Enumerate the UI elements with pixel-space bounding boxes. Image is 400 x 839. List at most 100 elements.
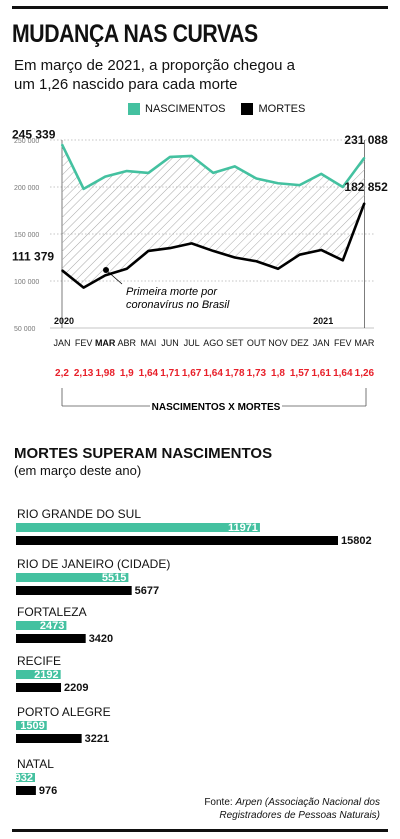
deaths-value-label: 976 <box>39 785 57 797</box>
births-bar <box>16 523 260 532</box>
page-title: MUDANÇA NAS CURVAS <box>12 20 258 48</box>
deaths-point <box>234 256 236 259</box>
annotation-text-line2: coronavírus no Brasil <box>126 299 230 311</box>
bar-chart: RIO GRANDE DO SUL 11971 15802 RIO DE JANEIR… <box>15 507 372 797</box>
births-bar <box>16 670 61 679</box>
deaths-point <box>255 260 258 263</box>
ratio-value: 1,8 <box>271 368 285 379</box>
x-tick-label: JAN <box>53 338 70 348</box>
annotation-leader <box>105 269 123 285</box>
deaths-point <box>277 267 279 270</box>
deaths-point <box>190 242 193 245</box>
births-point <box>212 172 214 174</box>
deaths-value-label: 15802 <box>341 535 372 547</box>
category-label: NATAL <box>17 757 54 771</box>
category-label: RECIFE <box>17 654 61 668</box>
births-point <box>190 155 193 157</box>
deaths-bar <box>16 536 338 545</box>
page-subtitle: Em março de 2021, a proporção chegou a u… <box>14 57 296 93</box>
legend-item-deaths: MORTES <box>241 103 305 115</box>
ratio-value: 1,71 <box>160 368 180 379</box>
x-tick-label: MAR <box>354 338 375 348</box>
x-tick-label: OUT <box>247 338 267 348</box>
category-label: RIO DE JANEIRO (CIDADE) <box>17 557 170 571</box>
deaths-bar <box>16 634 86 643</box>
x-tick-label: FEV <box>75 338 93 348</box>
bottom-rule <box>12 829 388 832</box>
x-tick-label: FEV <box>334 338 352 348</box>
births-point <box>82 188 85 190</box>
y-tick-label: 250 000 <box>14 138 39 145</box>
ratio-value: 1,64 <box>333 368 353 379</box>
ratio-value: 1,57 <box>290 368 310 379</box>
births-point <box>61 143 63 146</box>
deaths-point <box>61 269 63 272</box>
section-subtitle: (em março deste ano) <box>14 463 142 478</box>
births-value-label: 932 <box>15 772 33 784</box>
x-tick-label: JUN <box>161 338 179 348</box>
x-tick-label: JUL <box>184 338 200 348</box>
ratio-value: 2,2 <box>55 368 69 379</box>
top-rule <box>12 6 388 9</box>
source-note: Fonte: Arpen (Associação Nacional dos Re… <box>150 796 380 822</box>
legend-swatch-births <box>128 103 140 115</box>
year-label: 2021 <box>313 316 333 326</box>
deaths-point <box>126 267 128 270</box>
deaths-value-label: 111 379 <box>12 249 54 263</box>
ratio-value: 1,61 <box>311 368 331 379</box>
ratio-value: 2,13 <box>74 368 94 379</box>
ratio-value: 1,67 <box>182 368 202 379</box>
ratio-value: 1,64 <box>139 368 159 379</box>
legend-item-births: NASCIMENTOS <box>128 103 225 115</box>
legend-swatch-deaths <box>241 103 254 115</box>
category-label: FORTALEZA <box>17 605 87 619</box>
ratio-value: 1,98 <box>95 368 115 379</box>
y-tick-label: 200 000 <box>14 185 39 192</box>
deaths-value-label: 182 852 <box>344 180 388 194</box>
deaths-point <box>212 250 214 252</box>
gap-area <box>62 144 365 288</box>
deaths-value-label: 5677 <box>135 585 159 597</box>
births-point <box>169 156 171 158</box>
births-value-label: 245 339 <box>12 127 56 141</box>
deaths-point <box>320 249 323 251</box>
births-value-label: 231 088 <box>344 133 388 147</box>
births-value-label: 2192 <box>34 669 58 681</box>
source-text: Arpen (Associação Nacional dos Registrad… <box>219 797 380 821</box>
births-value-label: 1509 <box>20 720 44 732</box>
legend-label-deaths: MORTES <box>258 103 306 115</box>
y-tick-label: 150 000 <box>14 232 39 239</box>
births-bar <box>16 721 47 730</box>
x-tick-label: JAN <box>313 338 330 348</box>
legend-label-births: NASCIMENTOS <box>145 103 226 115</box>
x-tick-label: SET <box>226 338 244 348</box>
x-tick-label: NOV <box>268 338 288 348</box>
births-point <box>147 172 150 174</box>
x-tick-label: MAI <box>140 338 156 348</box>
deaths-value-label: 3420 <box>89 633 113 645</box>
line-chart: 250 000 200 000 150 000 100 000 50 000 245 3… <box>12 127 388 413</box>
year-label: 2020 <box>54 316 74 326</box>
deaths-point <box>169 247 171 249</box>
ratio-value: 1,64 <box>203 368 223 379</box>
births-point <box>126 170 128 172</box>
deaths-value-label: 3221 <box>85 733 109 745</box>
source-prefix: Fonte: <box>204 797 236 808</box>
births-point <box>234 165 236 168</box>
category-label: RIO GRANDE DO SUL <box>17 507 141 521</box>
deaths-bar <box>16 786 36 795</box>
births-point <box>363 156 366 159</box>
ratio-value: 1,78 <box>225 368 245 379</box>
ratio-value: 1,73 <box>247 368 267 379</box>
annotation-text-line1: Primeira morte por <box>126 286 218 298</box>
x-tick-label: AGO <box>203 338 223 348</box>
x-tick-label: ABR <box>118 338 137 348</box>
deaths-point <box>298 253 301 256</box>
births-bar <box>16 773 35 782</box>
deaths-bar <box>16 734 82 743</box>
chart-legend: NASCIMENTOS MORTES <box>128 103 321 115</box>
deaths-point <box>104 274 106 277</box>
births-bar <box>16 573 129 582</box>
annotation-dot <box>103 267 109 273</box>
x-tick-label: MAR <box>95 338 116 348</box>
